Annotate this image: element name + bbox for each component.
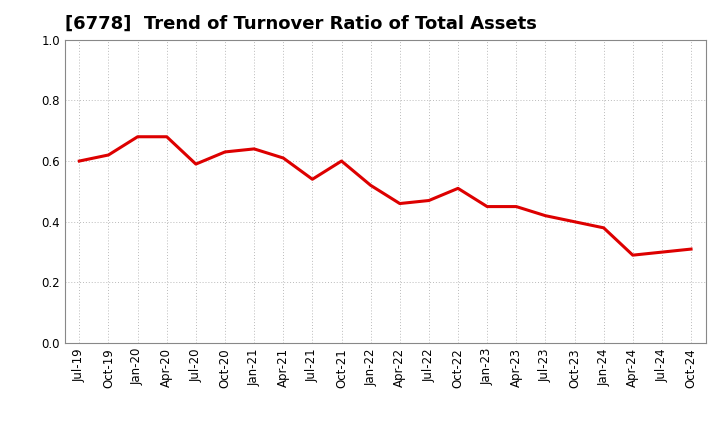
Text: [6778]  Trend of Turnover Ratio of Total Assets: [6778] Trend of Turnover Ratio of Total … bbox=[65, 15, 536, 33]
